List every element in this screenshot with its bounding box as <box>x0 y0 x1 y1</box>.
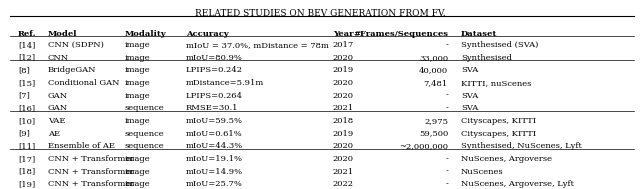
Text: 2021: 2021 <box>333 104 354 112</box>
Text: Modality: Modality <box>125 30 166 38</box>
Text: 2020: 2020 <box>333 155 354 163</box>
Text: 2022: 2022 <box>333 180 354 188</box>
Text: CNN: CNN <box>48 54 69 62</box>
Text: GAN: GAN <box>48 104 68 112</box>
Text: LPIPS=0.242: LPIPS=0.242 <box>186 66 243 74</box>
Text: [17]: [17] <box>18 155 35 163</box>
Text: [16]: [16] <box>18 104 35 112</box>
Text: mIoU = 37.0%, mDistance = 78m: mIoU = 37.0%, mDistance = 78m <box>186 41 328 49</box>
Text: image: image <box>125 168 150 176</box>
Text: -: - <box>445 92 448 100</box>
Text: -: - <box>445 168 448 176</box>
Text: Synthesised: Synthesised <box>461 54 512 62</box>
Text: [11]: [11] <box>18 142 35 150</box>
Text: -: - <box>445 180 448 188</box>
Text: ~2,000,000: ~2,000,000 <box>399 142 448 150</box>
Text: Accuracy: Accuracy <box>186 30 228 38</box>
Text: 33,000: 33,000 <box>419 54 448 62</box>
Text: CNN (SDPN): CNN (SDPN) <box>48 41 104 49</box>
Text: NuScenes, Argoverse: NuScenes, Argoverse <box>461 155 552 163</box>
Text: 2020: 2020 <box>333 54 354 62</box>
Text: image: image <box>125 41 150 49</box>
Text: image: image <box>125 66 150 74</box>
Text: 2019: 2019 <box>333 66 354 74</box>
Text: Conditional GAN: Conditional GAN <box>48 79 120 87</box>
Text: 59,500: 59,500 <box>419 130 448 138</box>
Text: mIoU=59.5%: mIoU=59.5% <box>186 117 243 125</box>
Text: CNN + Transformer: CNN + Transformer <box>48 155 134 163</box>
Text: mIoU=44.3%: mIoU=44.3% <box>186 142 243 150</box>
Text: [7]: [7] <box>18 92 30 100</box>
Text: mIoU=0.61%: mIoU=0.61% <box>186 130 243 138</box>
Text: [10]: [10] <box>18 117 35 125</box>
Text: mIoU=19.1%: mIoU=19.1% <box>186 155 243 163</box>
Text: AE: AE <box>48 130 60 138</box>
Text: image: image <box>125 92 150 100</box>
Text: mDistance=5.91m: mDistance=5.91m <box>186 79 264 87</box>
Text: VAE: VAE <box>48 117 65 125</box>
Text: 40,000: 40,000 <box>419 66 448 74</box>
Text: SVA: SVA <box>461 104 478 112</box>
Text: Ensemble of AE: Ensemble of AE <box>48 142 115 150</box>
Text: 2018: 2018 <box>333 117 354 125</box>
Text: 2020: 2020 <box>333 79 354 87</box>
Text: CNN + Transformer: CNN + Transformer <box>48 168 134 176</box>
Text: image: image <box>125 155 150 163</box>
Text: Cityscapes, KITTI: Cityscapes, KITTI <box>461 117 536 125</box>
Text: sequence: sequence <box>125 142 164 150</box>
Text: Synthesised (SVA): Synthesised (SVA) <box>461 41 538 49</box>
Text: -: - <box>445 155 448 163</box>
Text: [15]: [15] <box>18 79 35 87</box>
Text: NuScenes, Argoverse, Lyft: NuScenes, Argoverse, Lyft <box>461 180 574 188</box>
Text: KITTI, nuScenes: KITTI, nuScenes <box>461 79 531 87</box>
Text: 2020: 2020 <box>333 142 354 150</box>
Text: sequence: sequence <box>125 130 164 138</box>
Text: Synthesised, NuScenes, Lyft: Synthesised, NuScenes, Lyft <box>461 142 582 150</box>
Text: 2017: 2017 <box>333 41 354 49</box>
Text: -: - <box>445 41 448 49</box>
Text: RELATED STUDIES ON BEV GENERATION FROM FV.: RELATED STUDIES ON BEV GENERATION FROM F… <box>195 9 445 18</box>
Text: SVA: SVA <box>461 92 478 100</box>
Text: image: image <box>125 117 150 125</box>
Text: LPIPS=0.264: LPIPS=0.264 <box>186 92 243 100</box>
Text: sequence: sequence <box>125 104 164 112</box>
Text: GAN: GAN <box>48 92 68 100</box>
Text: [19]: [19] <box>18 180 35 188</box>
Text: 2021: 2021 <box>333 168 354 176</box>
Text: 2,975: 2,975 <box>424 117 448 125</box>
Text: [8]: [8] <box>18 66 30 74</box>
Text: Year: Year <box>333 30 353 38</box>
Text: NuScenes: NuScenes <box>461 168 504 176</box>
Text: [12]: [12] <box>18 54 35 62</box>
Text: Model: Model <box>48 30 77 38</box>
Text: mIoU=80.9%: mIoU=80.9% <box>186 54 243 62</box>
Text: 7,481: 7,481 <box>424 79 448 87</box>
Text: image: image <box>125 79 150 87</box>
Text: #Frames/Sequences: #Frames/Sequences <box>353 30 448 38</box>
Text: mIoU=25.7%: mIoU=25.7% <box>186 180 243 188</box>
Text: [18]: [18] <box>18 168 35 176</box>
Text: BridgeGAN: BridgeGAN <box>48 66 97 74</box>
Text: [9]: [9] <box>18 130 30 138</box>
Text: [14]: [14] <box>18 41 35 49</box>
Text: mIoU=14.9%: mIoU=14.9% <box>186 168 243 176</box>
Text: Cityscapes, KITTI: Cityscapes, KITTI <box>461 130 536 138</box>
Text: RMSE=30.1: RMSE=30.1 <box>186 104 238 112</box>
Text: SVA: SVA <box>461 66 478 74</box>
Text: Dataset: Dataset <box>461 30 497 38</box>
Text: CNN + Transformer: CNN + Transformer <box>48 180 134 188</box>
Text: 2019: 2019 <box>333 130 354 138</box>
Text: -: - <box>445 104 448 112</box>
Text: Ref.: Ref. <box>18 30 36 38</box>
Text: image: image <box>125 180 150 188</box>
Text: image: image <box>125 54 150 62</box>
Text: 2020: 2020 <box>333 92 354 100</box>
